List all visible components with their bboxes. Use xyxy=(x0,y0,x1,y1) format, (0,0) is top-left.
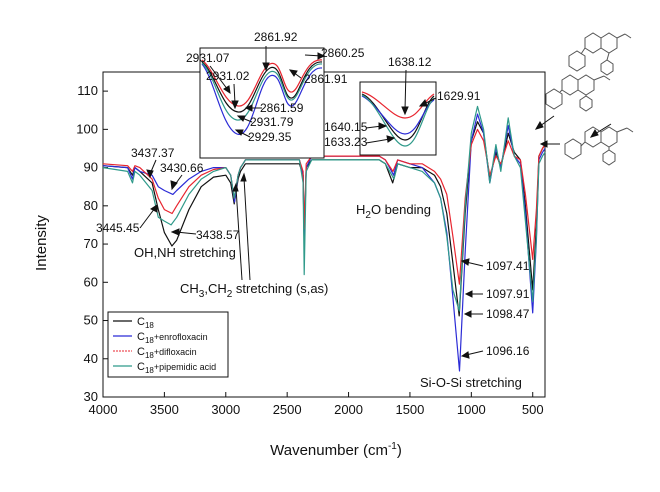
peak-label-1097-91: 1097.91 xyxy=(486,287,530,301)
y-tick-label: 60 xyxy=(84,274,98,289)
inset-ch-label-2861-59: 2861.59 xyxy=(260,101,304,115)
legend-label-pipemidic-acid: C18+pipemidic acid xyxy=(137,361,216,375)
y-tick-label: 50 xyxy=(84,313,98,328)
structure-difloxacin-icon xyxy=(545,74,611,112)
y-axis-title: Intensity xyxy=(33,215,50,271)
x-tick-label: 3000 xyxy=(211,402,240,417)
x-tick-label: 4000 xyxy=(89,402,118,417)
structure-enrofloxacin-icon xyxy=(568,32,632,76)
inset-h2o-label-1640-15: 1640.15 xyxy=(324,120,368,134)
inset-h2o-frame xyxy=(359,81,437,156)
inset-h2o-label-1633-23: 1633.23 xyxy=(324,135,368,149)
legend-item-c18: C18 xyxy=(113,316,154,330)
series-line-diflo xyxy=(102,128,546,285)
structure-pipemidic-acid-icon xyxy=(564,126,634,166)
annotation-h2o-bending: H2O bending xyxy=(356,202,431,221)
x-tick-label: 3500 xyxy=(150,402,179,417)
inset-ch-frame xyxy=(199,47,325,159)
inset-ch-label-2931-02: 2931.02 xyxy=(206,69,250,83)
annotation-ch-stretching: CH3,CH2 stretching (s,as) xyxy=(180,281,328,300)
peak-label-3445-45: 3445.45 xyxy=(96,221,140,235)
series-line-pipe xyxy=(102,105,546,312)
x-tick-label: 500 xyxy=(522,402,544,417)
legend-label-enrofloxacin: C18+enrofloxacin xyxy=(137,331,208,345)
y-tick-label: 90 xyxy=(84,160,98,175)
inset-h2o-zoom: 1638.12 1629.91 1640.15 1633.23 xyxy=(324,55,481,156)
inset-ch-label-2860-25: 2860.25 xyxy=(321,46,365,60)
annotations: OH,NH stretching CH3,CH2 stretching (s,a… xyxy=(96,46,612,390)
y-tick-label: 30 xyxy=(84,389,98,404)
inset-ch-label-2931-07: 2931.07 xyxy=(186,51,230,65)
inset-ch-label-2929-35: 2929.35 xyxy=(248,130,292,144)
pointer-arrows xyxy=(139,46,612,359)
legend: C18 C18+enrofloxacin C18+difloxacin C18+… xyxy=(107,311,229,378)
series-lines xyxy=(102,105,546,372)
inset-ch-label-2931-79: 2931.79 xyxy=(250,115,294,129)
peak-label-3437-37: 3437.37 xyxy=(131,146,175,160)
peak-label-3430-66: 3430.66 xyxy=(160,161,204,175)
y-tick-label: 80 xyxy=(84,198,98,213)
legend-item-enrofloxacin: C18+enrofloxacin xyxy=(113,331,208,345)
inset-ch-label-2861-92: 2861.92 xyxy=(254,30,298,44)
x-tick-label: 2500 xyxy=(273,402,302,417)
inset-ch-label-2861-91: 2861.91 xyxy=(304,72,348,86)
inset-h2o-line-pipe xyxy=(361,94,435,147)
axes: 4000 3500 3000 2500 2000 1500 1000 500 30 40 50 60 7… xyxy=(76,71,546,417)
legend-label-c18: C18 xyxy=(137,316,154,330)
x-tick-label: 1000 xyxy=(457,402,486,417)
x-axis-title: Wavenumber (cm-1) xyxy=(270,441,402,459)
inset-ch-line-pipe xyxy=(201,62,323,121)
peak-label-1098-47: 1098.47 xyxy=(486,307,530,321)
peak-label-3438-57: 3438.57 xyxy=(196,228,240,242)
molecular-structures xyxy=(545,32,634,166)
legend-item-pipemidic-acid: C18+pipemidic acid xyxy=(113,361,216,375)
inset-h2o-label-1638-12: 1638.12 xyxy=(388,55,432,69)
annotation-siosi: Si-O-Si stretching xyxy=(420,375,522,390)
x-tick-label: 1500 xyxy=(395,402,424,417)
inset-ch-line-diflo xyxy=(201,59,323,107)
inset-ch-line-enro xyxy=(201,63,323,135)
legend-label-difloxacin: C18+difloxacin xyxy=(137,346,197,360)
inset-h2o-line-enro xyxy=(361,95,435,135)
peak-label-1097-41: 1097.41 xyxy=(486,259,530,273)
inset-h2o-label-1629-91: 1629.91 xyxy=(437,89,481,103)
peak-label-1096-16: 1096.16 xyxy=(486,344,530,358)
y-tick-label: 110 xyxy=(77,83,98,98)
inset-ch-zoom: 2931.07 2931.02 2861.92 2860.25 2861.91 … xyxy=(186,30,365,159)
annotation-oh-nh: OH,NH stretching xyxy=(134,245,236,260)
y-tick-label: 40 xyxy=(84,351,98,366)
y-tick-label: 70 xyxy=(84,236,98,251)
y-tick-label: 100 xyxy=(76,121,98,136)
inset-ch-line-c18 xyxy=(201,61,323,113)
legend-item-difloxacin: C18+difloxacin xyxy=(113,346,197,360)
x-tick-label: 2000 xyxy=(334,402,363,417)
